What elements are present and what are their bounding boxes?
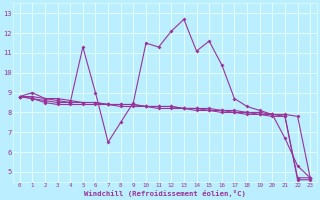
X-axis label: Windchill (Refroidissement éolien,°C): Windchill (Refroidissement éolien,°C) (84, 190, 246, 197)
